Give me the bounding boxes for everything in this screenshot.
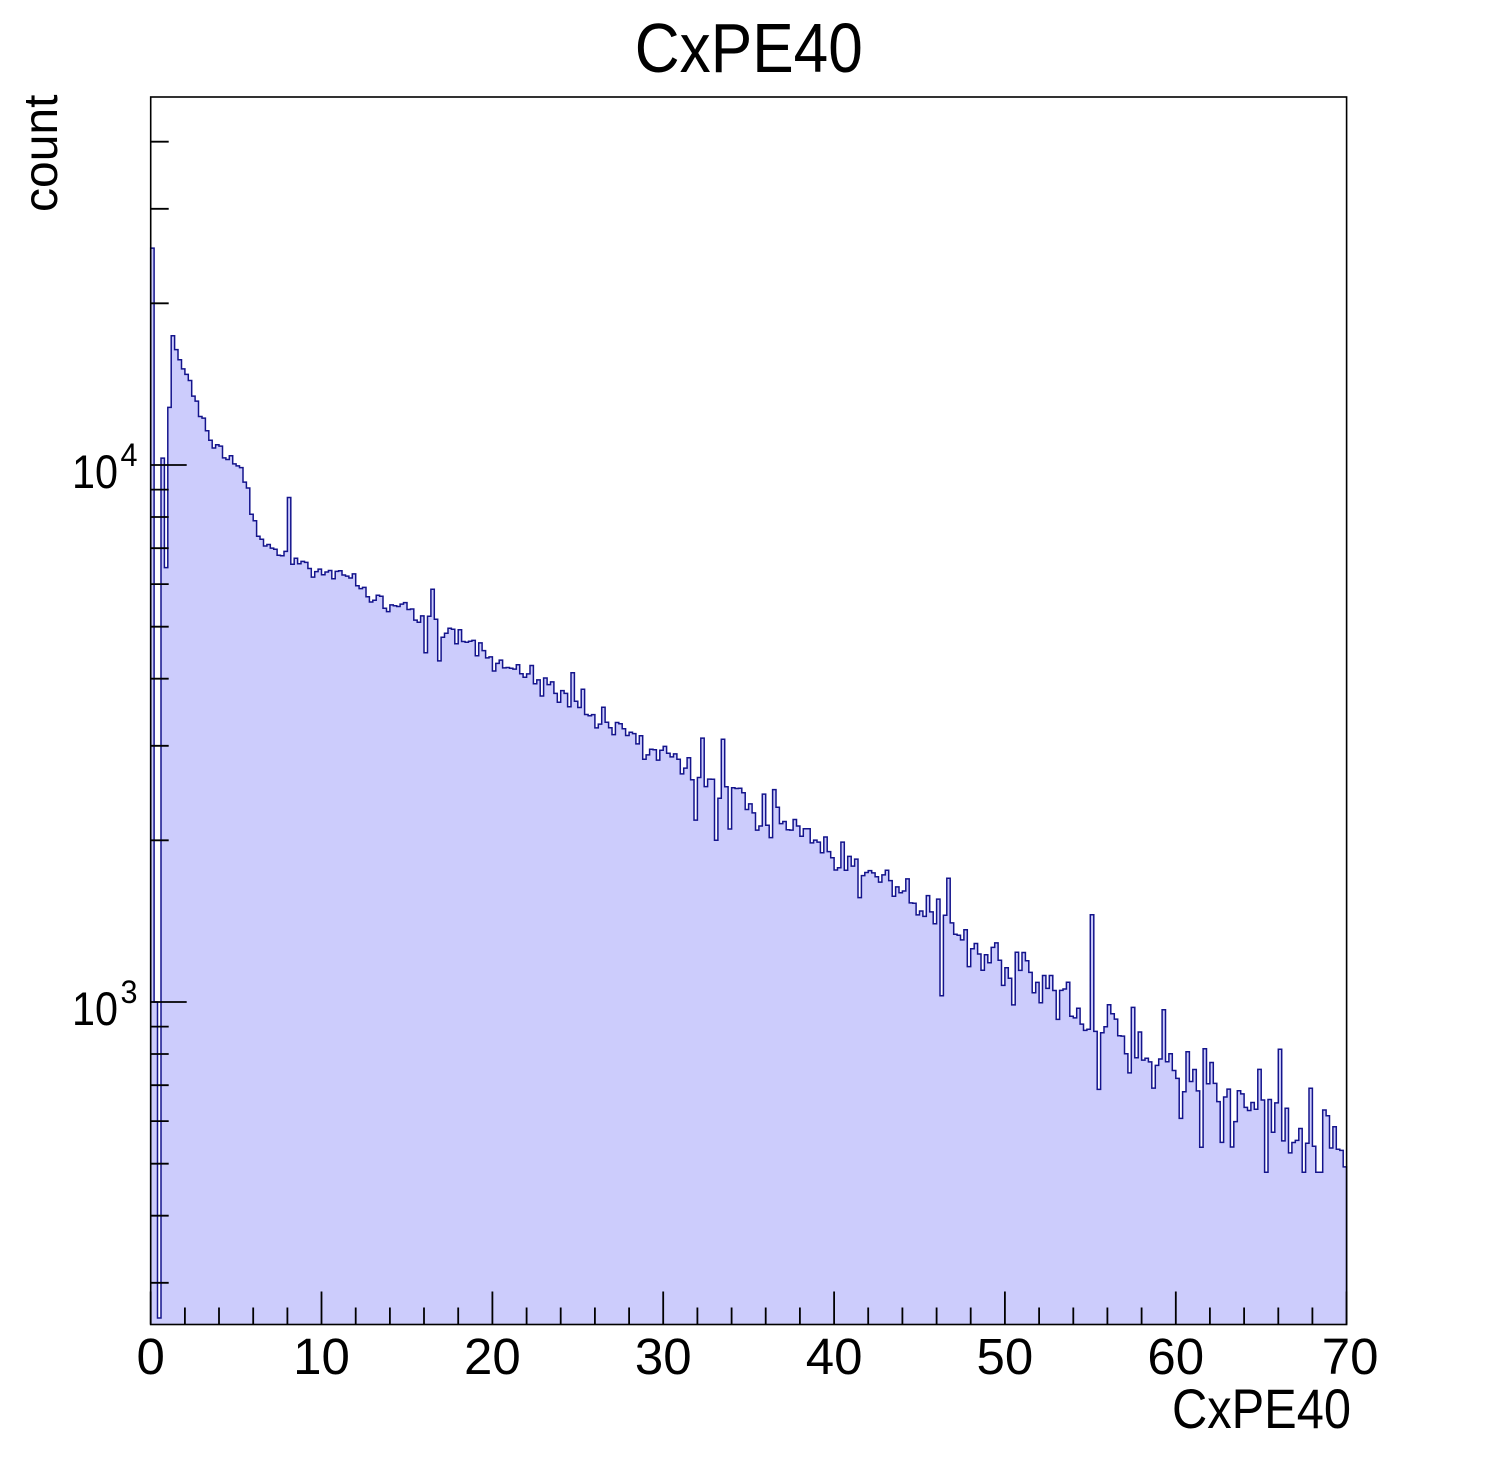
svg-text:count: count bbox=[15, 95, 68, 212]
svg-text:50: 50 bbox=[977, 1328, 1034, 1385]
svg-text:0: 0 bbox=[137, 1328, 165, 1385]
svg-text:3: 3 bbox=[121, 974, 138, 1010]
svg-text:10: 10 bbox=[72, 982, 118, 1035]
svg-text:10: 10 bbox=[72, 445, 118, 498]
svg-text:60: 60 bbox=[1147, 1328, 1204, 1385]
svg-text:4: 4 bbox=[121, 437, 138, 473]
svg-text:10: 10 bbox=[293, 1328, 350, 1385]
svg-text:CxPE40: CxPE40 bbox=[1172, 1377, 1351, 1440]
svg-text:40: 40 bbox=[806, 1328, 863, 1385]
svg-text:30: 30 bbox=[635, 1328, 692, 1385]
svg-text:CxPE40: CxPE40 bbox=[635, 9, 863, 87]
svg-text:70: 70 bbox=[1322, 1328, 1379, 1385]
svg-text:20: 20 bbox=[464, 1328, 521, 1385]
